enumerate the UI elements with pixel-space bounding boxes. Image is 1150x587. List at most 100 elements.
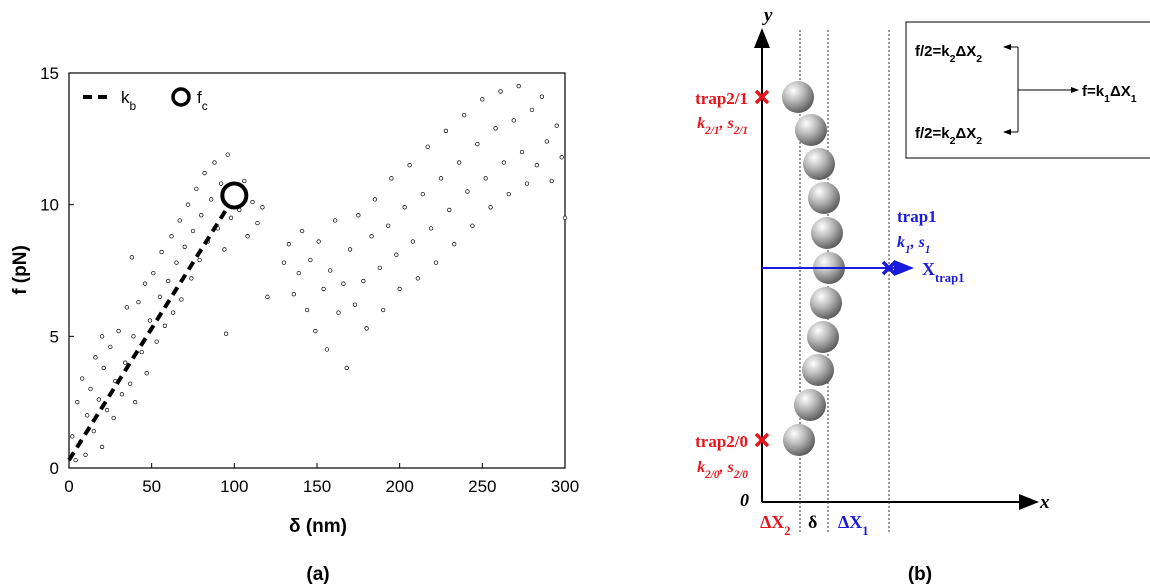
text-part: f/2=k [915, 125, 950, 142]
text-part: ΔX [955, 125, 976, 142]
subscript: trap1 [935, 271, 964, 285]
scatter-point [104, 407, 110, 413]
scatter-point [296, 270, 301, 276]
scatter-point [147, 318, 153, 323]
scatter-point [286, 242, 292, 247]
scatter-point [443, 128, 449, 134]
scatter-point [369, 234, 374, 239]
scatter-point [212, 160, 217, 165]
scatter-point [420, 191, 425, 197]
guides [799, 30, 890, 532]
scatter-point [129, 255, 134, 260]
scatter-point [480, 97, 485, 102]
x-tick-label: 300 [551, 477, 579, 496]
scatter-point [142, 281, 148, 286]
trap-position: Xtrap1 [922, 259, 964, 285]
subscript: 2 [950, 135, 956, 147]
scatter-point [447, 207, 452, 213]
force-connectors [1003, 44, 1079, 135]
scatter-point [179, 297, 184, 302]
scatter-point [171, 310, 176, 315]
scatter-point [218, 181, 224, 186]
scatter-point [341, 281, 346, 286]
trap-markers [754, 89, 770, 448]
subscript: 2 [950, 53, 956, 65]
scatter-point [70, 434, 75, 439]
axis-label: x [1039, 492, 1050, 513]
scatter-point [101, 365, 106, 371]
scatter-point [75, 400, 80, 405]
scatter-point [352, 302, 358, 307]
force-eq: f/2=k2ΔX2 [915, 43, 982, 65]
scatter-point [73, 457, 78, 463]
scatter-point [321, 286, 326, 292]
scatter-point [377, 265, 382, 271]
origin-label: 0 [740, 490, 749, 510]
scatter-point [190, 228, 196, 234]
diagram: y x 0 trap2/1 k2/1, s2/1 trap2/0 k2/0, s… [695, 5, 1150, 538]
scatter-point [428, 226, 434, 231]
text-part: k [897, 234, 905, 251]
text-part: ΔX [955, 43, 976, 60]
scatter-point [475, 141, 480, 147]
scatter-point [151, 270, 156, 276]
scatter-point [96, 397, 101, 402]
scatter-point [438, 176, 444, 181]
scatter-point [524, 181, 530, 186]
scatter-point [136, 299, 141, 305]
scatter-point [197, 257, 202, 263]
scatter-point [402, 205, 407, 210]
scatter-point [519, 149, 525, 155]
text-part: δ [808, 512, 817, 532]
text-part: ΔX [760, 512, 784, 532]
scatter-point [93, 355, 98, 360]
text-part: k [697, 115, 705, 132]
scatter-point [265, 294, 270, 299]
scatter-point [380, 307, 386, 313]
scatter-point [336, 310, 341, 315]
scatter-point [344, 365, 349, 371]
scatter-point [131, 334, 136, 339]
dx1-label: ΔX1 [838, 512, 869, 538]
scatter-point [194, 186, 199, 192]
text-part: , s [718, 115, 733, 132]
scatter-point [465, 189, 470, 194]
scatter-point [415, 276, 421, 281]
scatter-point [372, 197, 378, 202]
scatter-point [132, 400, 138, 405]
caption: (a) [306, 564, 329, 585]
scatter-point [534, 163, 540, 168]
scatter-point [549, 178, 554, 184]
scatter-point [157, 294, 163, 299]
scatter-point [308, 257, 313, 263]
scatter-point [501, 160, 506, 165]
subscript: 2/0 [704, 469, 720, 481]
legend-label: kb [121, 88, 137, 113]
trap1-marker [881, 260, 897, 276]
scatter-point [108, 344, 113, 350]
scatter-point [364, 326, 369, 331]
scatter-point [493, 126, 498, 131]
scatter-point [324, 347, 330, 352]
scatter-point [159, 249, 164, 255]
delta-label: δ [808, 512, 817, 532]
scatter-point [313, 328, 318, 334]
scatter-point [250, 199, 255, 205]
scatter-point [111, 415, 116, 421]
axis-label: y [762, 5, 773, 26]
scatter-point [242, 178, 247, 184]
scatter-point [228, 215, 234, 220]
scatter-point [356, 213, 361, 218]
scatter-point [199, 213, 204, 218]
scatter-point [202, 170, 207, 176]
scatter-point [88, 386, 93, 392]
scatter-point [544, 139, 549, 144]
scatter-point [394, 252, 399, 257]
scatter-point [225, 152, 230, 157]
text-part: ΔX [838, 512, 862, 532]
scatter-point [389, 176, 394, 181]
text-part: , s [718, 459, 733, 476]
scatter-point [91, 428, 96, 434]
fit-line [67, 195, 237, 462]
